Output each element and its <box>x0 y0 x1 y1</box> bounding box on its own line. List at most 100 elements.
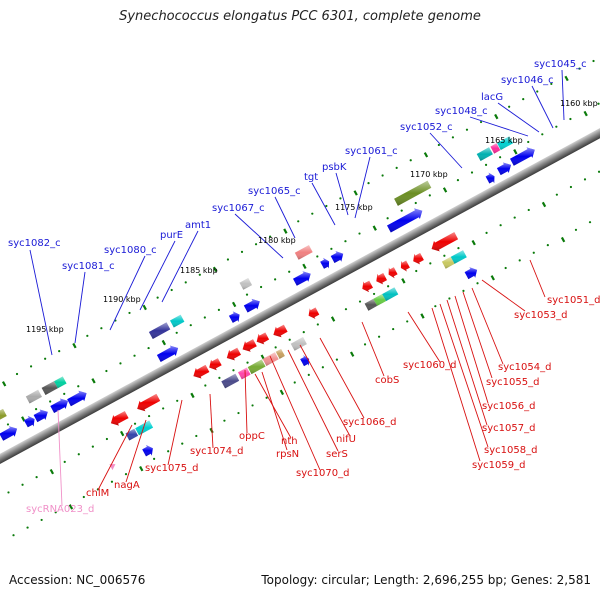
gene-label-syc1082_c[interactable]: syc1082_c <box>8 238 61 249</box>
gene-label-syc1053_d[interactable]: syc1053_d <box>514 310 567 321</box>
track-dot <box>437 143 440 147</box>
track-tick <box>350 351 355 357</box>
gene-shading <box>67 390 87 407</box>
track-dot <box>176 399 179 402</box>
leader-line <box>29 249 53 356</box>
gene-shading <box>243 298 260 313</box>
gene-label-psbK[interactable]: psbK <box>322 162 347 173</box>
gene-shading <box>450 250 467 264</box>
gene-label-nagA[interactable]: nagA <box>114 480 140 491</box>
leader-line <box>407 311 441 363</box>
gene-label-syc1058_d[interactable]: syc1058_d <box>484 445 537 456</box>
gene-label-syc1061_c[interactable]: syc1061_c <box>345 146 398 157</box>
gene-shading <box>388 267 398 279</box>
track-dot <box>508 105 511 108</box>
gene-shading <box>394 180 432 206</box>
gene-label-chlM[interactable]: chlM <box>86 488 109 499</box>
gene-label-nth[interactable]: nth <box>281 436 298 447</box>
gene-label-syc1054_d[interactable]: syc1054_d <box>498 362 551 373</box>
gene-label-syc1066_d[interactable]: syc1066_d <box>343 417 396 428</box>
track-dot <box>82 495 85 499</box>
track-tick <box>279 389 285 396</box>
gene-label-syc1060_d[interactable]: syc1060_d <box>403 360 456 371</box>
gene-label-syc1057_d[interactable]: syc1057_d <box>482 423 535 434</box>
gene-label-nifU[interactable]: nifU <box>336 434 356 445</box>
track-dot <box>415 269 418 273</box>
gene-label-sycRNA023_d[interactable]: sycRNA023_d <box>26 504 94 515</box>
track-dot <box>133 354 136 357</box>
track-dot <box>574 228 578 231</box>
gene-label-purE[interactable]: purE <box>160 230 183 241</box>
track-dot <box>265 396 268 399</box>
gene-label-syc1080_c[interactable]: syc1080_c <box>104 245 157 256</box>
leader-line <box>319 337 365 419</box>
track-dot <box>223 419 226 422</box>
gene-shading <box>373 294 386 306</box>
track-dot <box>254 243 258 246</box>
gene-label-amt1[interactable]: amt1 <box>185 220 211 231</box>
track-dot <box>274 278 277 281</box>
gene-label-syc1052_c[interactable]: syc1052_c <box>400 122 453 133</box>
tick-label: 1185 kbp <box>180 266 218 275</box>
gene-label-syc1081_c[interactable]: syc1081_c <box>62 261 115 272</box>
track-dot <box>49 400 52 403</box>
track-dot <box>583 178 587 181</box>
gene-label-serS[interactable]: serS <box>326 449 348 460</box>
track-dot <box>527 208 530 212</box>
track-dot <box>259 285 263 289</box>
track-dot <box>297 220 300 223</box>
gene-label-cobS[interactable]: cobS <box>375 375 399 386</box>
gene-shading <box>209 358 222 371</box>
gene-label-syc1070_d[interactable]: syc1070_d <box>296 468 349 479</box>
track-tick <box>139 465 144 472</box>
gene-shading <box>275 349 285 359</box>
gene-shading <box>364 298 378 311</box>
gene-label-syc1045_c[interactable]: syc1045_c <box>534 59 587 70</box>
track-tick <box>330 316 336 322</box>
gene-label-syc1048_c[interactable]: syc1048_c <box>435 106 488 117</box>
track-dot <box>124 473 128 476</box>
track-dot <box>288 338 291 341</box>
gene-shading <box>33 409 48 423</box>
gene-label-syc1046_c[interactable]: syc1046_c <box>501 75 554 86</box>
gene-label-syc1051_d[interactable]: syc1051_d <box>547 295 600 306</box>
track-dot <box>307 373 310 376</box>
gene-label-syc1056_d[interactable]: syc1056_d <box>482 401 535 412</box>
leader-line <box>454 295 489 404</box>
leader-line <box>109 255 146 331</box>
track-tick <box>583 110 588 117</box>
track-tick <box>212 266 218 273</box>
track-dot <box>77 385 80 388</box>
track-dot <box>105 437 109 441</box>
leader-line <box>244 369 248 434</box>
track-tick <box>190 392 195 399</box>
gene-label-rpsN[interactable]: rpsN <box>276 449 299 460</box>
track-dot <box>569 185 573 189</box>
track-dot <box>7 491 10 494</box>
gene-shading <box>300 355 310 367</box>
track-dot <box>119 362 122 365</box>
track-dot <box>269 235 272 238</box>
gene-label-oppC[interactable]: oppC <box>239 431 265 442</box>
gene-label-syc1067_c[interactable]: syc1067_c <box>212 203 265 214</box>
gene-label-syc1065_c[interactable]: syc1065_c <box>248 186 301 197</box>
gene-shading <box>256 332 270 345</box>
gene-shading <box>382 287 399 302</box>
gene-shading <box>228 311 240 323</box>
gene-label-tgt[interactable]: tgt <box>304 172 318 183</box>
track-dot <box>588 221 592 224</box>
gene-label-syc1059_d[interactable]: syc1059_d <box>472 460 525 471</box>
gene-shading <box>23 415 35 428</box>
track-dot <box>434 305 437 308</box>
gene-label-lacG[interactable]: lacG <box>481 92 503 103</box>
leader-line <box>429 132 463 169</box>
track-dot <box>63 392 66 395</box>
gene-label-syc1074_d[interactable]: syc1074_d <box>190 446 243 457</box>
track-dot <box>499 156 502 159</box>
gene-label-syc1075_d[interactable]: syc1075_d <box>145 463 198 474</box>
track-dot <box>12 534 15 537</box>
track-dot <box>21 483 24 486</box>
gene-label-syc1055_d[interactable]: syc1055_d <box>486 377 539 388</box>
track-dot <box>536 90 539 93</box>
